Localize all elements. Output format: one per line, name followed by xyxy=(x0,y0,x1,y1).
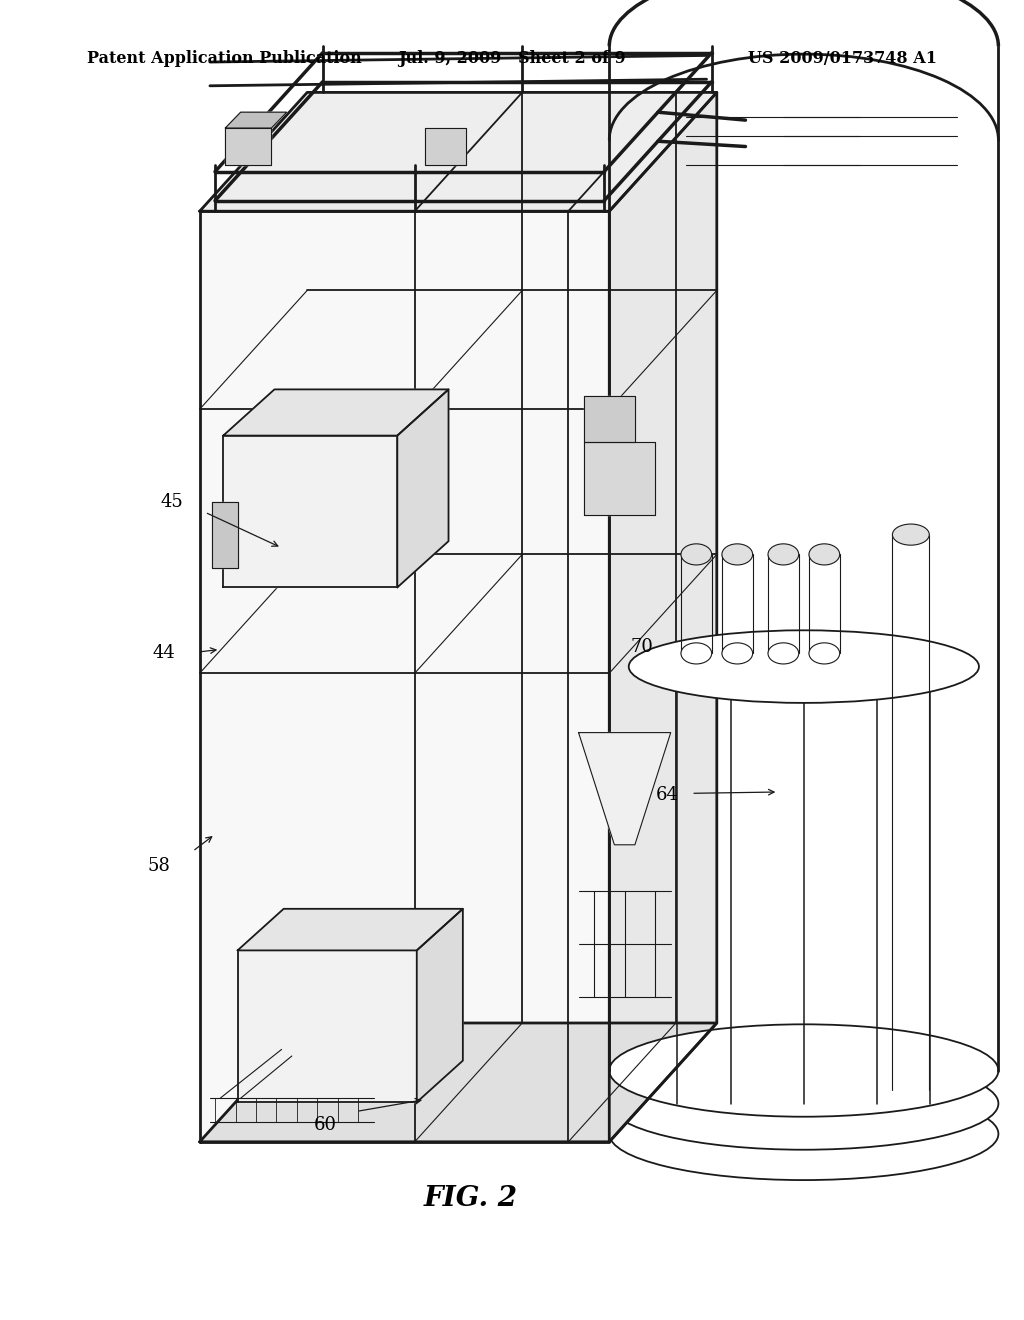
Polygon shape xyxy=(223,389,449,436)
Polygon shape xyxy=(417,908,463,1102)
Ellipse shape xyxy=(893,524,930,545)
Ellipse shape xyxy=(809,544,840,565)
Text: 60: 60 xyxy=(314,1115,337,1134)
Polygon shape xyxy=(200,211,609,1142)
Ellipse shape xyxy=(722,643,753,664)
Polygon shape xyxy=(584,396,635,442)
Text: Patent Application Publication: Patent Application Publication xyxy=(87,50,361,67)
Text: Jul. 9, 2009   Sheet 2 of 9: Jul. 9, 2009 Sheet 2 of 9 xyxy=(398,50,626,67)
Polygon shape xyxy=(212,502,238,568)
Ellipse shape xyxy=(609,1088,998,1180)
Polygon shape xyxy=(397,389,449,587)
Text: 44: 44 xyxy=(153,644,175,663)
Polygon shape xyxy=(200,1023,717,1142)
Polygon shape xyxy=(579,733,671,845)
Polygon shape xyxy=(200,92,717,211)
Ellipse shape xyxy=(609,1057,998,1150)
Text: FIG. 2: FIG. 2 xyxy=(424,1185,518,1212)
Text: 45: 45 xyxy=(161,492,183,511)
Ellipse shape xyxy=(722,544,753,565)
Ellipse shape xyxy=(681,643,712,664)
Polygon shape xyxy=(238,950,417,1102)
Text: US 2009/0173748 A1: US 2009/0173748 A1 xyxy=(748,50,937,67)
Ellipse shape xyxy=(768,544,799,565)
Polygon shape xyxy=(225,112,287,128)
Polygon shape xyxy=(238,908,463,950)
Ellipse shape xyxy=(629,631,979,702)
Ellipse shape xyxy=(609,1024,998,1117)
Polygon shape xyxy=(223,436,397,587)
Text: 64: 64 xyxy=(656,785,679,804)
Polygon shape xyxy=(609,92,717,1142)
Polygon shape xyxy=(584,442,655,515)
Ellipse shape xyxy=(681,544,712,565)
Polygon shape xyxy=(225,128,271,165)
Text: 58: 58 xyxy=(147,857,170,875)
Polygon shape xyxy=(425,128,466,165)
Text: 70: 70 xyxy=(631,638,653,656)
Ellipse shape xyxy=(768,643,799,664)
Ellipse shape xyxy=(809,643,840,664)
